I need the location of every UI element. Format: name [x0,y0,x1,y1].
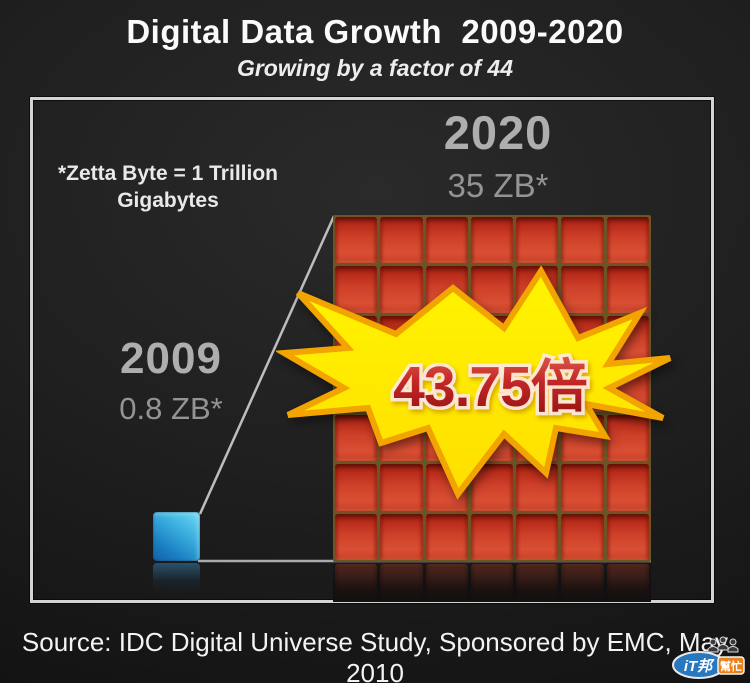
itbang-watermark-logo: iT邦 幫忙 [672,636,745,679]
unit-cell [606,217,649,264]
starburst-polygon [276,266,672,500]
unit-cell [470,217,514,264]
starburst-shape [276,266,672,500]
growth-factor-outline: 43.75倍 [330,341,650,423]
year-2020: 2020 [443,106,553,159]
year-2009: 2009 [120,334,222,383]
note-line-1: *Zetta Byte = 1 Trillion [58,162,278,185]
unit-cell [516,513,559,560]
unit-cell [335,464,378,511]
unit-cell [561,464,604,511]
label-2020: 2020 35 ZB* [375,105,621,205]
page-title: Digital Data Growth 2009-2020 [126,13,624,50]
growth-factor-text: 43.75倍 [393,355,588,419]
unit-grid-2020 [333,215,651,562]
label-2009: 2009 0.8 ZB* [58,334,284,427]
unit-cube-reflection [153,563,200,595]
unit-cell [606,513,649,560]
unit-cube-2009 [153,512,200,561]
unit-cell [516,217,559,264]
unit-cell [380,464,423,511]
page-subtitle: Growing by a factor of 44 [236,55,514,81]
unit-cell [335,513,378,560]
unit-cell [380,217,423,264]
unit-cell [516,464,559,511]
unit-cell [470,513,514,560]
logo-text-itbang: iT邦 [684,658,715,675]
people-icons [707,636,739,653]
unit-cell [335,266,378,313]
logo-badge [717,656,745,675]
note-line-2: Gigabytes [117,188,219,212]
unit-grid-reflection [333,564,651,602]
unit-cell [380,513,423,560]
unit-cell [561,513,604,560]
value-2020: 35 ZB* [447,167,549,204]
unit-cell [425,217,468,264]
unit-cell [606,266,649,313]
unit-cell [561,266,604,313]
unit-cell [606,464,649,511]
unit-cell [335,217,378,264]
reflection-fade [333,564,651,602]
unit-cell [606,414,649,462]
value-2009: 0.8 ZB* [119,391,223,426]
source-attribution: Source: IDC Digital Universe Study, Spon… [21,627,729,683]
unit-definition-note: *Zetta Byte = 1 Trillion Gigabytes [45,161,291,215]
unit-cell [425,513,468,560]
unit-cell [561,217,604,264]
logo-text-bangmang: 幫忙 [720,659,742,673]
unit-cell [380,266,423,313]
growth-factor-callout: 43.75倍 43.75倍 [330,341,650,423]
